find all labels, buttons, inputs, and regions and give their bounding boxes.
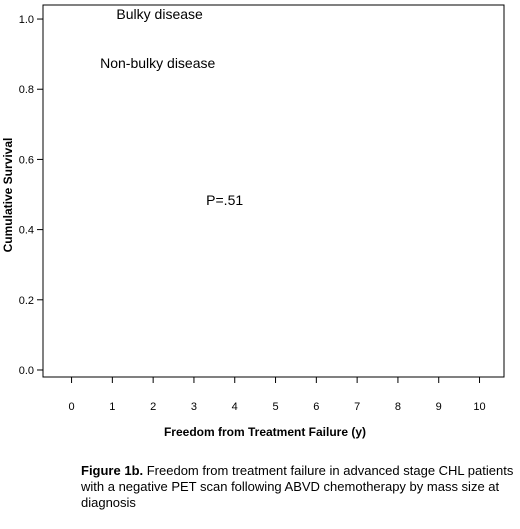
x-tick-label: 0: [68, 401, 74, 413]
y-tick-label: 0.4: [19, 225, 34, 237]
x-tick-label: 4: [232, 401, 238, 413]
x-tick-label: 8: [395, 401, 401, 413]
caption-label: Figure 1b.: [81, 463, 144, 478]
x-tick-label: 1: [109, 401, 115, 413]
y-tick-label: 0.8: [19, 84, 34, 96]
plot-frame: [42, 4, 505, 378]
x-tick-label: 9: [436, 401, 442, 413]
y-axis-title: Cumulative Survival: [1, 138, 15, 253]
y-tick-label: 0.6: [19, 154, 34, 166]
annotation-0: Bulky disease: [116, 6, 203, 22]
annotations: Bulky disease Non-bulky disease P=.51: [100, 6, 243, 208]
x-tick-label: 3: [191, 401, 197, 413]
x-tick-label: 6: [313, 401, 319, 413]
annotation-2: P=.51: [206, 192, 243, 208]
figure-caption: Figure 1b. Freedom from treatment failur…: [81, 463, 517, 511]
x-tick-label: 5: [272, 401, 278, 413]
x-tick-label: 7: [354, 401, 360, 413]
y-tick-label: 0.0: [19, 365, 34, 377]
y-tick-label: 0.2: [19, 295, 34, 307]
axes: 0 1 2 3 4 5 6 7 8 9 10 0.0 0.2 0.4 0.6 0.8 1.0: [19, 4, 505, 413]
x-tick-label: 10: [473, 401, 485, 413]
y-tick-label: 1.0: [19, 14, 34, 26]
x-axis-title: Freedom from Treatment Failure (y): [164, 425, 366, 439]
kaplan-meier-chart: 0 1 2 3 4 5 6 7 8 9 10 0.0 0.2 0.4 0.6 0.8 1.0 Cumulativ…: [1, 4, 505, 439]
annotation-1: Non-bulky disease: [100, 55, 215, 71]
x-tick-label: 2: [150, 401, 156, 413]
caption-text: Freedom from treatment failure in advanc…: [81, 463, 514, 510]
